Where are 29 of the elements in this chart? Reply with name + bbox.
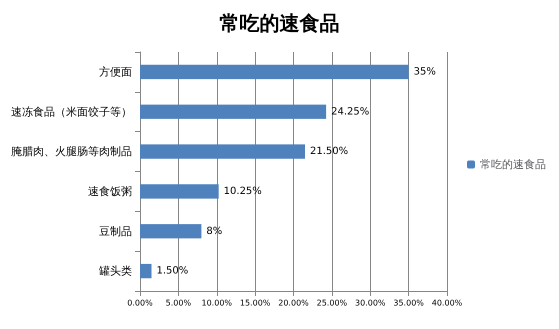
- bar: [140, 144, 306, 159]
- x-tick-label: 10.00%: [201, 298, 232, 308]
- data-label: 24.25%: [331, 106, 370, 118]
- bar: [140, 64, 409, 80]
- y-tick-label: 罐头类: [99, 264, 132, 278]
- legend-label: 常吃的速食品: [480, 158, 546, 171]
- chart-title: 常吃的速食品: [220, 11, 340, 35]
- bar: [140, 104, 326, 119]
- bar: [140, 224, 202, 238]
- x-tick-label: 15.00%: [240, 298, 271, 308]
- data-label: 1.50%: [156, 266, 188, 277]
- data-label: 8%: [206, 226, 222, 237]
- y-tick-label: 速冻食品（米面饺子等）: [11, 105, 132, 118]
- bar: [140, 184, 219, 199]
- x-tick-label: 0.00%: [127, 298, 154, 308]
- x-tick-label: 35.00%: [393, 298, 424, 308]
- x-tick-label: 25.00%: [316, 298, 348, 308]
- bar: [140, 264, 152, 278]
- data-label: 10.25%: [224, 186, 262, 197]
- data-label: 35%: [414, 66, 436, 78]
- y-tick-label: 腌腊肉、火腿肠等肉制品: [11, 145, 132, 158]
- y-tick-label: 豆制品: [99, 224, 132, 238]
- y-tick-label: 速食饭粥: [88, 184, 132, 198]
- x-tick-label: 5.00%: [166, 298, 192, 308]
- data-label: 21.50%: [310, 146, 348, 158]
- x-tick-label: 40.00%: [432, 298, 463, 308]
- y-tick-label: 方便面: [99, 65, 132, 78]
- x-tick-label: 30.00%: [354, 298, 386, 308]
- x-tick-label: 20.00%: [278, 298, 310, 308]
